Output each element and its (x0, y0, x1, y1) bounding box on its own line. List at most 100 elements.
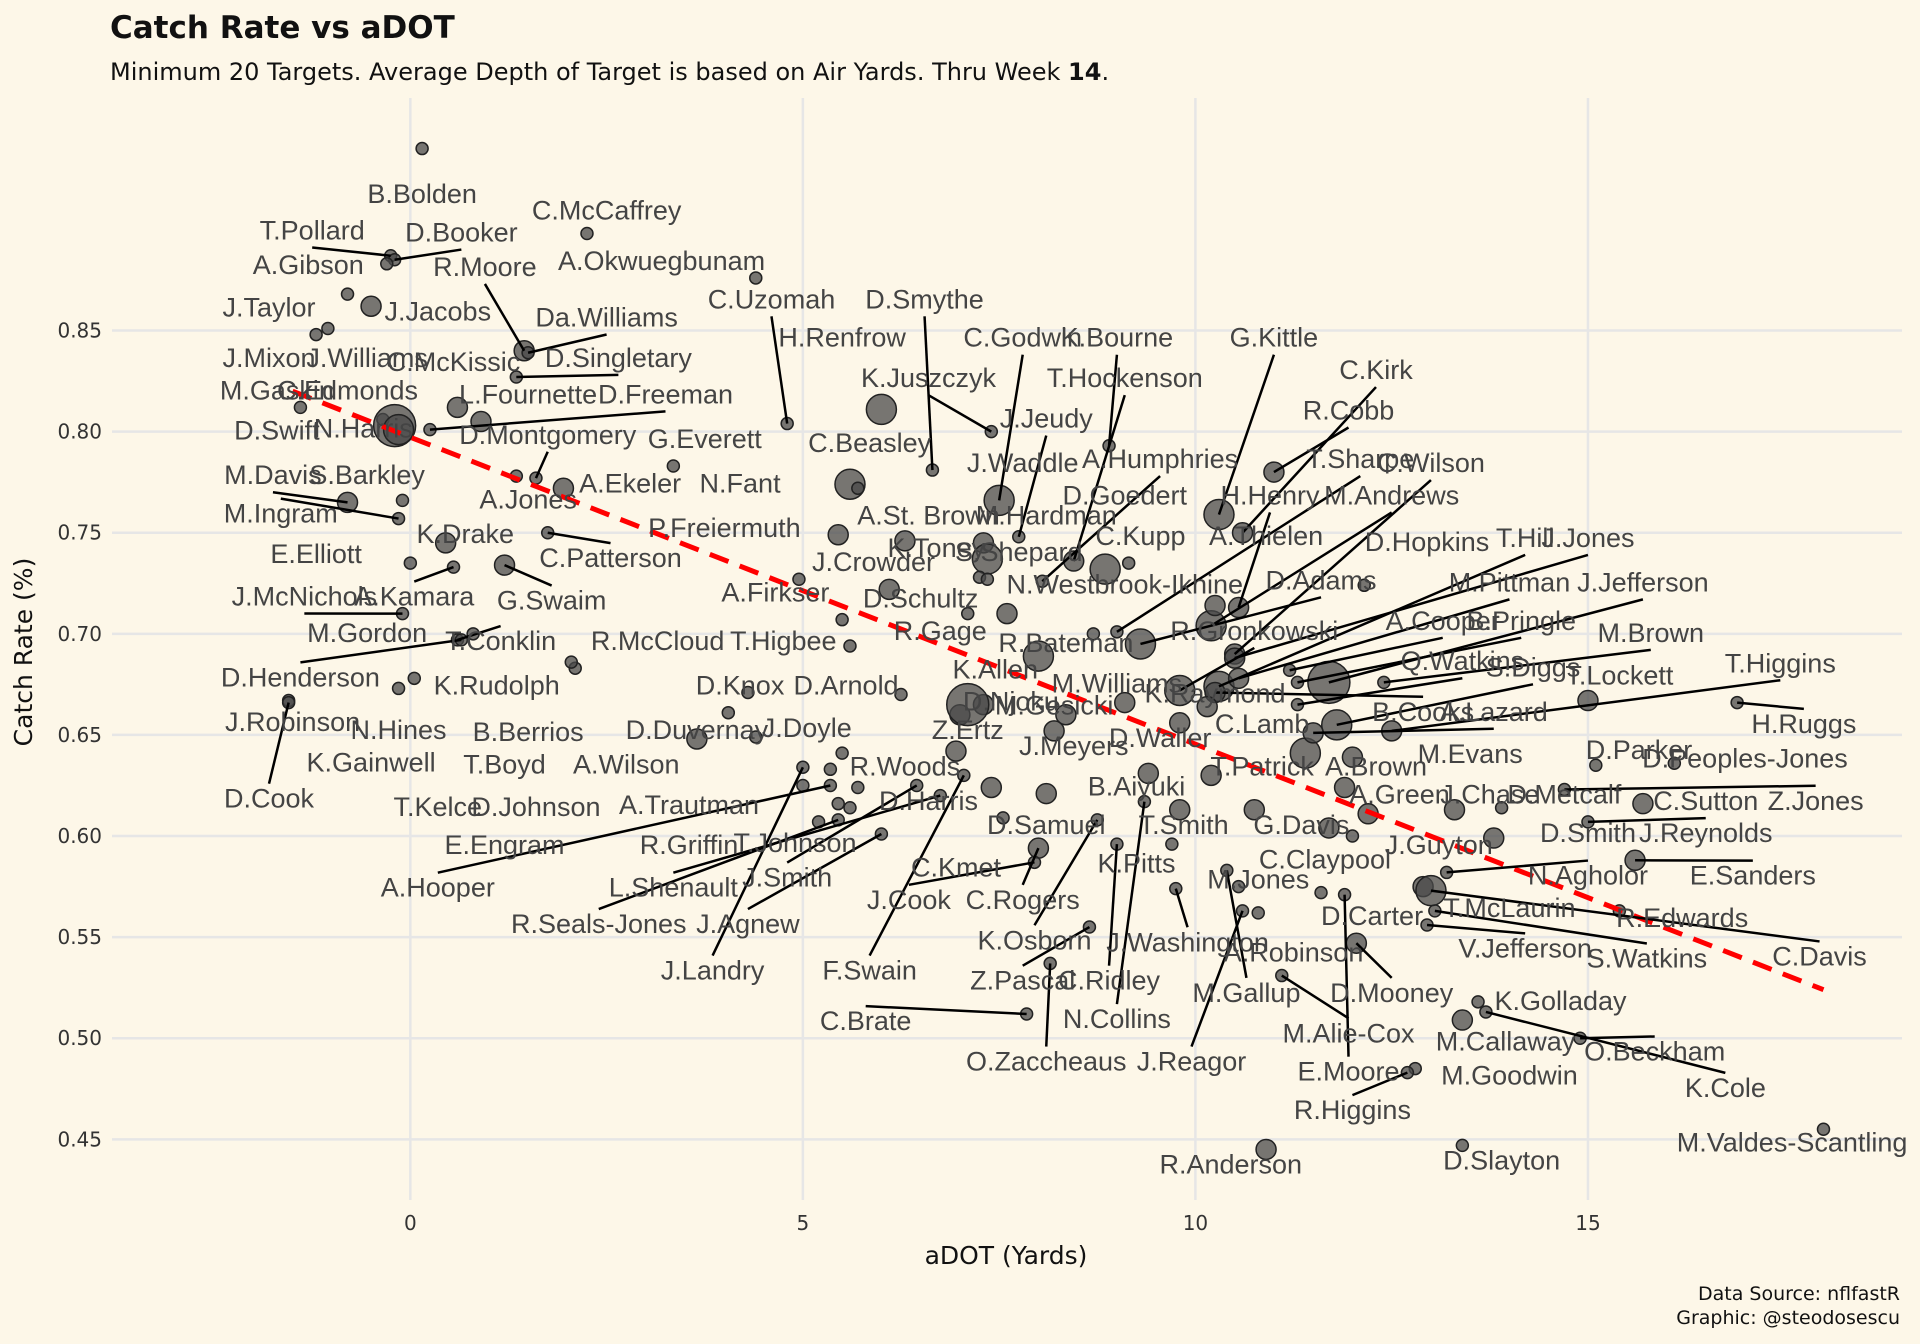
point-label: T.Hill (1496, 523, 1555, 553)
point-label: J.Crowder (812, 547, 935, 577)
point-label: C.Davis (1772, 941, 1867, 971)
point-label: R.Gronkowski (1170, 616, 1338, 646)
leader-line (1289, 636, 1443, 672)
point-label: Q.Watkins (1401, 646, 1525, 676)
data-point (340, 287, 355, 301)
data-point (1455, 1138, 1470, 1153)
point-label: R.Gage (894, 616, 987, 646)
point-label: A.Okwuegbunam (558, 246, 765, 276)
point-label: C.Beasley (808, 428, 932, 458)
y-tick-label: 0.85 (57, 319, 102, 343)
point-label: M.Davis (224, 460, 322, 490)
data-point (749, 730, 763, 744)
point-label: P.Freiermuth (648, 513, 801, 543)
point-label: N.Westbrook-Ikhine (1006, 569, 1243, 599)
data-point (1345, 829, 1360, 843)
point-label: J.Mixon (223, 343, 316, 373)
point-label: J.Waddle (967, 448, 1079, 478)
point-label: A.Ekeler (579, 468, 681, 498)
leader-line (1107, 354, 1119, 446)
leader-line (1022, 925, 1091, 967)
point-label: C.Edmonds (277, 375, 418, 405)
leader-line (1446, 859, 1589, 874)
point-label: N.Collins (1063, 1004, 1171, 1034)
leader-line (1328, 598, 1644, 684)
data-point (321, 321, 335, 336)
point-label: R.Higgins (1294, 1095, 1411, 1125)
data-point (1137, 762, 1160, 785)
point-label: T.Hockenson (1047, 363, 1203, 393)
data-point (851, 780, 865, 795)
leader-line (1116, 474, 1361, 633)
leader-line (1351, 1071, 1408, 1097)
point-label: J.Cook (867, 885, 952, 915)
data-point (1055, 703, 1077, 726)
point-label: C.Uzomah (708, 284, 836, 314)
point-label: A.Trautman (619, 790, 759, 820)
point-label: M.Hardman (976, 501, 1117, 531)
point-label: J.Jefferson (1577, 567, 1709, 597)
point-label: A.Green (1349, 780, 1450, 810)
data-point (1168, 799, 1191, 821)
point-label: M.Valdes-Scantling (1677, 1127, 1908, 1157)
point-label: D.Carter (1321, 901, 1423, 931)
data-point (1314, 885, 1328, 900)
y-axis-title: Catch Rate (%) (9, 558, 38, 747)
leader-line (516, 373, 619, 379)
data-point (564, 655, 579, 669)
data-point (1165, 837, 1179, 851)
point-label: S.Watkins (1587, 943, 1708, 973)
point-label: T.Conklin (445, 626, 556, 656)
data-point (580, 226, 594, 241)
leader-line (1241, 386, 1377, 534)
data-point (1022, 640, 1055, 672)
point-label: E.Moore (1297, 1057, 1399, 1087)
data-point (380, 257, 394, 271)
point-label: A.Firkser (721, 577, 829, 607)
data-point (1255, 1138, 1277, 1161)
point-label: M.Brown (1598, 618, 1705, 648)
data-point (1089, 553, 1121, 585)
point-label: K.Gainwell (307, 747, 436, 777)
leader-line (1045, 963, 1052, 1047)
data-point (1667, 756, 1682, 770)
point-label: D.Peoples-Jones (1642, 743, 1848, 773)
leader-line (770, 316, 789, 424)
point-label: T.McLaurin (1443, 893, 1575, 923)
data-point (894, 530, 916, 552)
leader-line (1215, 691, 1424, 699)
leader-line (1210, 511, 1393, 627)
point-label: K.Bourne (1061, 323, 1174, 353)
point-label: J.Landry (661, 956, 765, 986)
point-label: V.Jefferson (1458, 933, 1592, 963)
x-tick-label: 0 (404, 1211, 417, 1235)
y-tick-label: 0.55 (57, 925, 102, 949)
leader-line (312, 246, 391, 257)
point-label: H.Henry (1220, 480, 1320, 510)
point-label: C.Brate (820, 1006, 912, 1036)
point-label: D.Booker (405, 218, 518, 248)
point-label: N.Agholor (1528, 861, 1648, 891)
point-label: Z.Ertz (932, 715, 1004, 745)
data-point (407, 671, 422, 686)
y-tick-label: 0.60 (57, 824, 102, 848)
data-point (1121, 556, 1136, 570)
leader-line (1072, 394, 1126, 562)
leader-line (1017, 435, 1048, 538)
point-label: J.Williams (306, 343, 428, 373)
point-label: M.Ingram (224, 499, 338, 529)
point-label: R.Griffin (640, 830, 739, 860)
leader-line (1434, 909, 1648, 945)
data-point (1168, 712, 1191, 734)
point-label: D.Goedert (1062, 480, 1187, 510)
data-point (1318, 817, 1340, 839)
leader-line (1190, 910, 1244, 1048)
leader-line (1355, 942, 1393, 979)
leader-line (1737, 701, 1804, 711)
point-label: D.Freeman (598, 379, 733, 409)
leader-line (1021, 847, 1040, 886)
data-point (415, 141, 429, 156)
point-label: A.Robinson (1224, 937, 1364, 967)
point-label: J.Washington (1106, 927, 1269, 957)
leader-line (413, 565, 454, 583)
